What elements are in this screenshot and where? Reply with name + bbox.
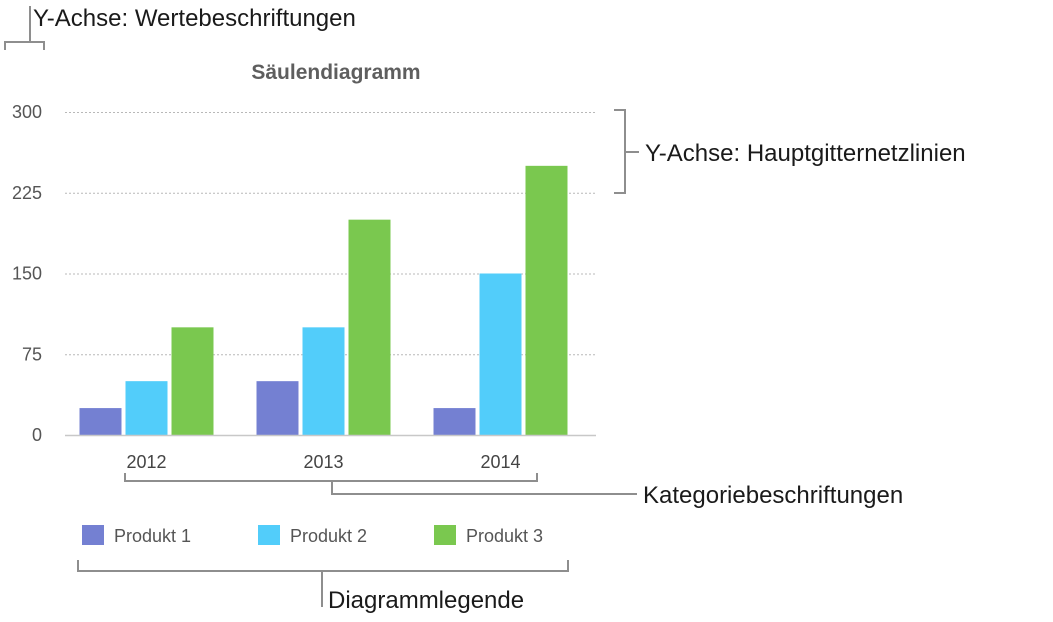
y-tick-label: 225 <box>12 183 42 203</box>
bar-2013-series-1 <box>256 381 299 435</box>
legend-annotation: Diagrammlegende <box>328 587 524 614</box>
category-labels-bracket <box>124 473 538 482</box>
y-axis-value-labels: 0 75 150 225 300 <box>12 102 42 445</box>
y-tick-label: 150 <box>12 264 42 284</box>
bar-2014-series-3 <box>525 165 568 436</box>
legend-swatch <box>434 525 456 545</box>
y-tick-label: 300 <box>12 102 42 122</box>
y-tick-label: 75 <box>22 344 42 364</box>
legend-label: Produkt 2 <box>290 526 367 546</box>
legend-swatch <box>258 525 280 545</box>
gridlines-annotation: Y-Achse: Hauptgitternetzlinien <box>645 140 966 167</box>
category-labels-annotation: Kategoriebeschriftungen <box>643 482 903 509</box>
gridlines-bracket <box>614 109 626 194</box>
value-labels-bracket <box>4 41 45 50</box>
category-label: 2013 <box>303 452 343 472</box>
bar-2014-series-1 <box>433 408 476 435</box>
bar-2014-series-2 <box>479 273 522 435</box>
legend-label: Produkt 1 <box>114 526 191 546</box>
legend-label: Produkt 3 <box>466 526 543 546</box>
category-labels: 2012 2013 2014 <box>126 452 520 472</box>
value-labels-annotation: Y-Achse: Wertebeschriftungen <box>33 5 356 32</box>
bar-2012-series-3 <box>171 327 214 435</box>
category-labels-leader <box>331 481 637 495</box>
legend-swatch <box>82 525 104 545</box>
chart-legend: Produkt 1 Produkt 2 Produkt 3 <box>82 525 543 546</box>
bar-2012-series-1 <box>79 408 122 435</box>
bars <box>79 165 568 436</box>
chart-title: Säulendiagramm <box>251 61 420 84</box>
y-tick-label: 0 <box>32 425 42 445</box>
legend-bracket <box>77 560 569 572</box>
category-label: 2012 <box>126 452 166 472</box>
category-label: 2014 <box>480 452 520 472</box>
bar-2013-series-3 <box>348 219 391 435</box>
bar-2013-series-2 <box>302 327 345 435</box>
bar-2012-series-2 <box>125 381 168 435</box>
